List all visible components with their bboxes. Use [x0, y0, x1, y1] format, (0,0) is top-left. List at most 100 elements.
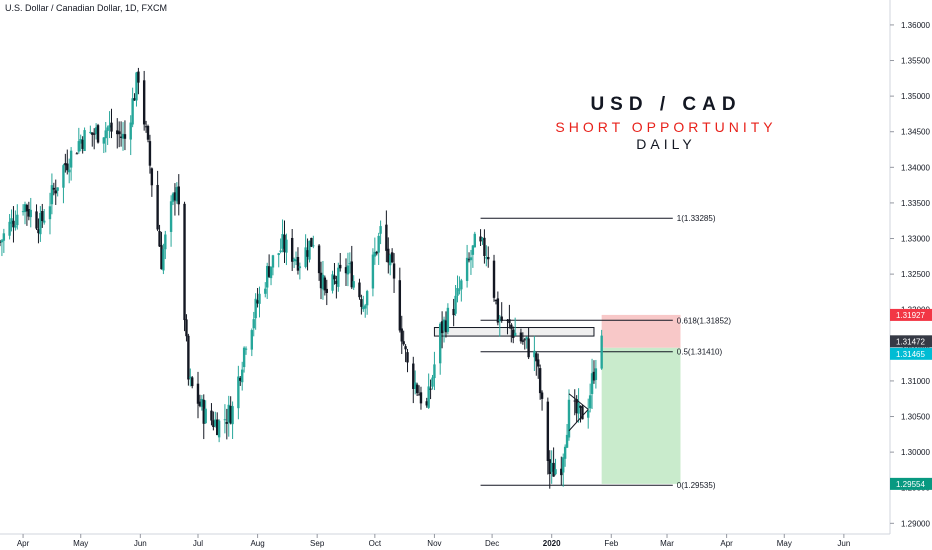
candle-body[interactable]: [227, 404, 230, 423]
candle-body[interactable]: [485, 257, 488, 259]
candle-body[interactable]: [12, 220, 15, 228]
candle-body[interactable]: [538, 368, 542, 394]
candle-body[interactable]: [212, 420, 215, 428]
candle-body[interactable]: [458, 289, 461, 291]
candle-body[interactable]: [250, 330, 254, 350]
candle-body[interactable]: [508, 319, 511, 324]
candle-body[interactable]: [298, 266, 302, 269]
candle-body[interactable]: [185, 319, 188, 337]
candle-body[interactable]: [442, 319, 446, 331]
candle-body[interactable]: [256, 300, 259, 304]
candle-body[interactable]: [252, 319, 255, 329]
candle-body[interactable]: [56, 187, 59, 191]
candle-body[interactable]: [344, 267, 348, 274]
candle-body[interactable]: [358, 282, 361, 298]
candle-body[interactable]: [506, 319, 509, 321]
candle-body[interactable]: [364, 305, 367, 309]
candle-body[interactable]: [335, 280, 338, 285]
candle-body[interactable]: [575, 399, 578, 414]
candle-body[interactable]: [304, 247, 307, 267]
candle-body[interactable]: [554, 469, 557, 475]
candle-body[interactable]: [14, 225, 17, 228]
candle-body[interactable]: [171, 193, 175, 202]
candle-body[interactable]: [146, 125, 150, 140]
candle-body[interactable]: [550, 462, 553, 472]
candle-body[interactable]: [223, 419, 227, 421]
candle-body[interactable]: [8, 221, 11, 236]
candle-body[interactable]: [417, 394, 421, 396]
candle-body[interactable]: [471, 245, 475, 255]
candle-body[interactable]: [339, 264, 342, 269]
candle-body[interactable]: [600, 335, 603, 369]
candle-body[interactable]: [198, 401, 202, 406]
candle-body[interactable]: [173, 192, 177, 201]
candle-body[interactable]: [362, 306, 365, 310]
candle-body[interactable]: [456, 288, 459, 296]
candle-body[interactable]: [29, 209, 32, 218]
candle-body[interactable]: [48, 206, 52, 220]
candle-body[interactable]: [131, 98, 134, 125]
candle-body[interactable]: [467, 259, 471, 261]
candle-body[interactable]: [200, 398, 204, 407]
candle-body[interactable]: [360, 299, 363, 307]
candle-body[interactable]: [535, 353, 538, 362]
candle-body[interactable]: [473, 233, 476, 248]
candle-body[interactable]: [312, 245, 315, 247]
candle-body[interactable]: [66, 163, 69, 171]
candle-body[interactable]: [404, 346, 407, 350]
candle-body[interactable]: [150, 168, 154, 186]
candle-body[interactable]: [231, 406, 234, 425]
candle-body[interactable]: [325, 288, 328, 293]
candle-body[interactable]: [0, 240, 4, 243]
candle-body[interactable]: [548, 459, 551, 475]
candle-body[interactable]: [52, 187, 56, 190]
candle-body[interactable]: [264, 288, 267, 294]
candle-body[interactable]: [43, 220, 46, 223]
profit-target-zone[interactable]: [601, 347, 681, 484]
candle-body[interactable]: [242, 347, 246, 368]
candle-body[interactable]: [317, 245, 321, 274]
triangle-upper-line[interactable]: [568, 393, 589, 410]
candle-body[interactable]: [77, 141, 81, 152]
candle-body[interactable]: [69, 150, 73, 168]
candle-body[interactable]: [35, 211, 38, 229]
candle-body[interactable]: [331, 274, 334, 291]
candle-body[interactable]: [294, 259, 298, 262]
candle-body[interactable]: [64, 163, 67, 166]
candle-body[interactable]: [594, 368, 598, 380]
candle-body[interactable]: [433, 364, 436, 379]
candle-body[interactable]: [279, 250, 282, 253]
candle-body[interactable]: [521, 340, 525, 342]
candle-body[interactable]: [271, 255, 275, 268]
candle-body[interactable]: [579, 405, 582, 408]
candle-body[interactable]: [371, 254, 375, 289]
candle-body[interactable]: [91, 132, 94, 135]
candle-body[interactable]: [0, 241, 2, 243]
candle-body[interactable]: [241, 369, 244, 383]
candle-body[interactable]: [498, 319, 501, 322]
candle-body[interactable]: [400, 328, 403, 342]
candle-body[interactable]: [590, 373, 594, 394]
candle-body[interactable]: [104, 130, 107, 139]
candle-body[interactable]: [119, 136, 123, 138]
candle-body[interactable]: [465, 257, 469, 281]
candle-body[interactable]: [481, 238, 484, 240]
candle-body[interactable]: [425, 401, 428, 406]
candle-body[interactable]: [537, 359, 540, 367]
candle-body[interactable]: [196, 383, 200, 404]
candle-body[interactable]: [552, 462, 555, 477]
candle-body[interactable]: [142, 80, 146, 125]
candle-body[interactable]: [16, 214, 19, 226]
candle-body[interactable]: [427, 386, 430, 408]
candle-body[interactable]: [79, 138, 82, 144]
candle-body[interactable]: [210, 410, 213, 421]
candle-body[interactable]: [412, 363, 415, 389]
candle-body[interactable]: [402, 341, 405, 345]
candle-body[interactable]: [269, 266, 273, 279]
candle-body[interactable]: [121, 133, 125, 139]
candle-body[interactable]: [513, 332, 517, 336]
candle-body[interactable]: [281, 234, 284, 249]
candle-body[interactable]: [346, 265, 350, 275]
triangle-lower-line[interactable]: [568, 409, 589, 432]
